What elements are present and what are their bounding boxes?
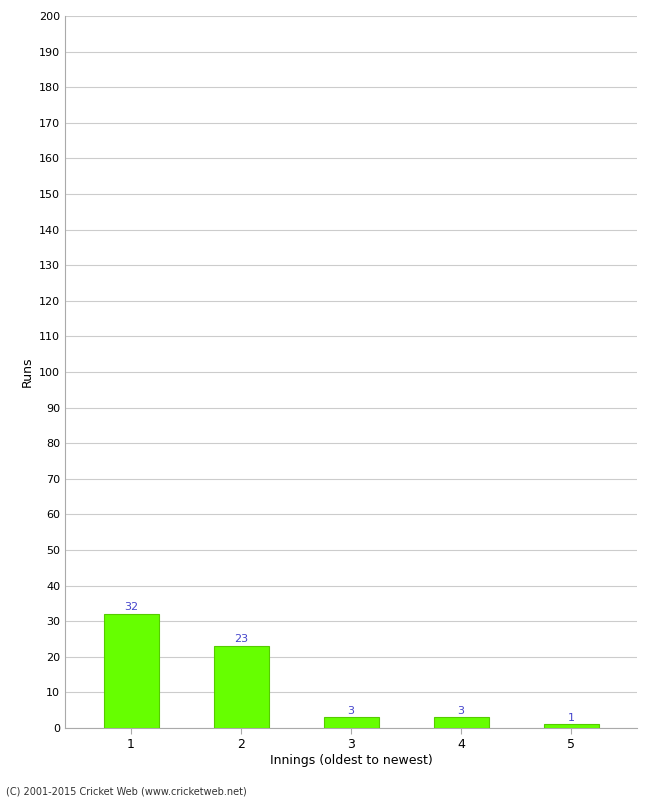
X-axis label: Innings (oldest to newest): Innings (oldest to newest)	[270, 754, 432, 767]
Text: 3: 3	[348, 706, 354, 715]
Text: 1: 1	[567, 713, 575, 722]
Bar	[324, 718, 378, 728]
Bar	[543, 725, 599, 728]
Y-axis label: Runs: Runs	[20, 357, 33, 387]
Text: 32: 32	[124, 602, 138, 612]
Bar	[103, 614, 159, 728]
Bar	[213, 646, 268, 728]
Text: (C) 2001-2015 Cricket Web (www.cricketweb.net): (C) 2001-2015 Cricket Web (www.cricketwe…	[6, 786, 247, 796]
Bar	[434, 718, 489, 728]
Text: 23: 23	[234, 634, 248, 644]
Text: 3: 3	[458, 706, 465, 715]
